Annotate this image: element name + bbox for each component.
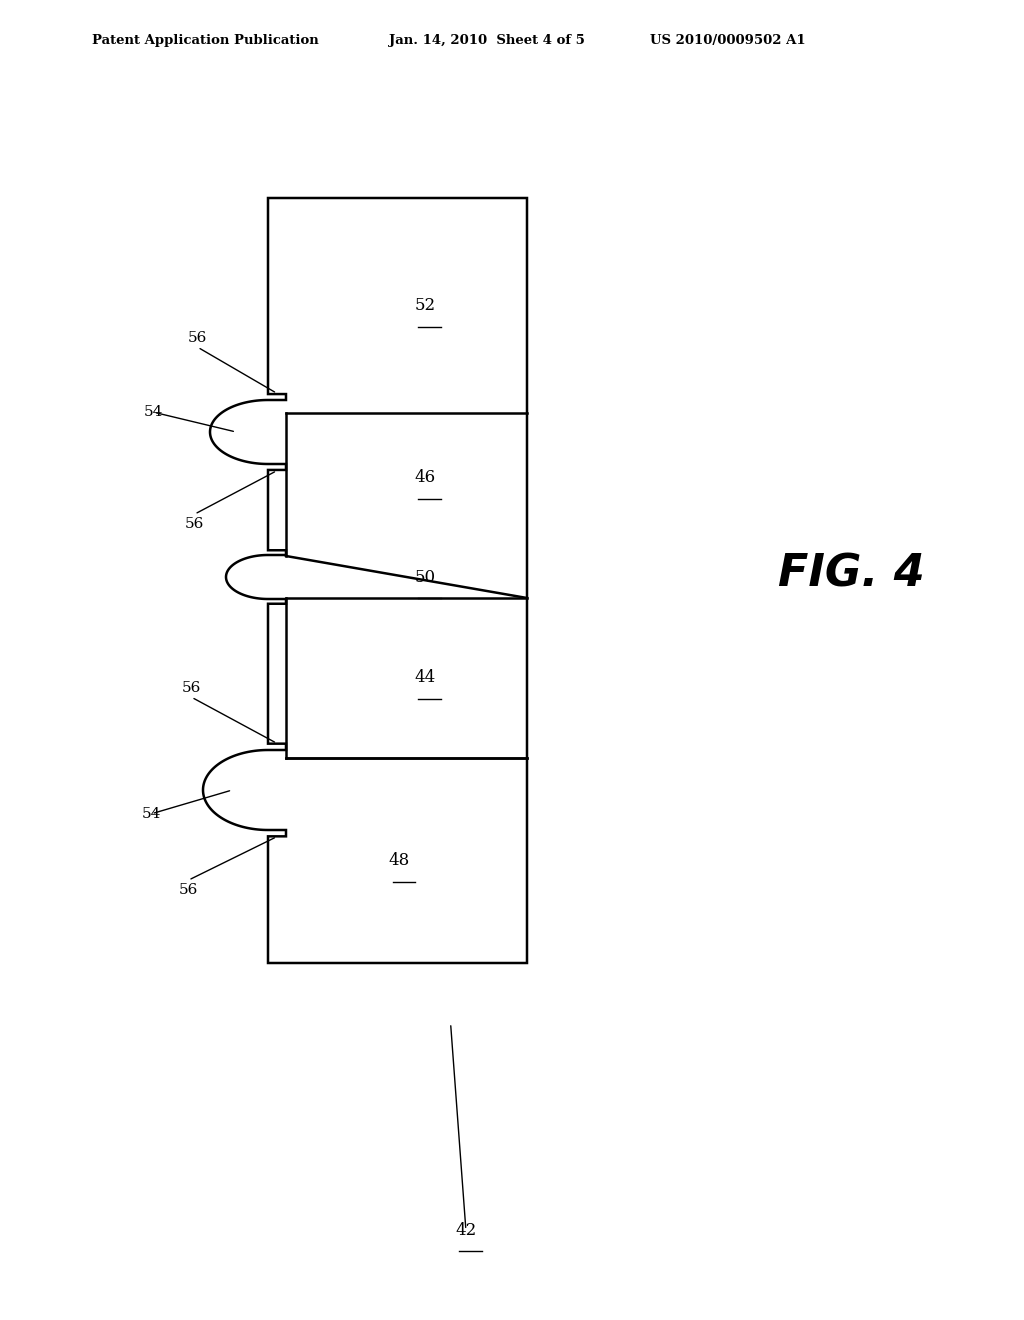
Text: 54: 54 [142,807,161,821]
Text: 52: 52 [415,297,435,314]
Text: 42: 42 [456,1222,476,1238]
Text: 54: 54 [144,405,163,420]
Text: 48: 48 [389,851,410,869]
Text: 56: 56 [185,517,204,531]
Text: US 2010/0009502 A1: US 2010/0009502 A1 [650,34,806,48]
Text: 56: 56 [182,681,201,694]
Text: 44: 44 [415,669,435,686]
Text: 46: 46 [415,470,435,486]
Text: FIG. 4: FIG. 4 [778,553,925,595]
Text: Patent Application Publication: Patent Application Publication [92,34,318,48]
Text: 56: 56 [188,330,207,345]
Text: Jan. 14, 2010  Sheet 4 of 5: Jan. 14, 2010 Sheet 4 of 5 [389,34,585,48]
Text: 50: 50 [415,569,435,586]
Polygon shape [203,198,527,964]
Text: 56: 56 [179,883,198,896]
